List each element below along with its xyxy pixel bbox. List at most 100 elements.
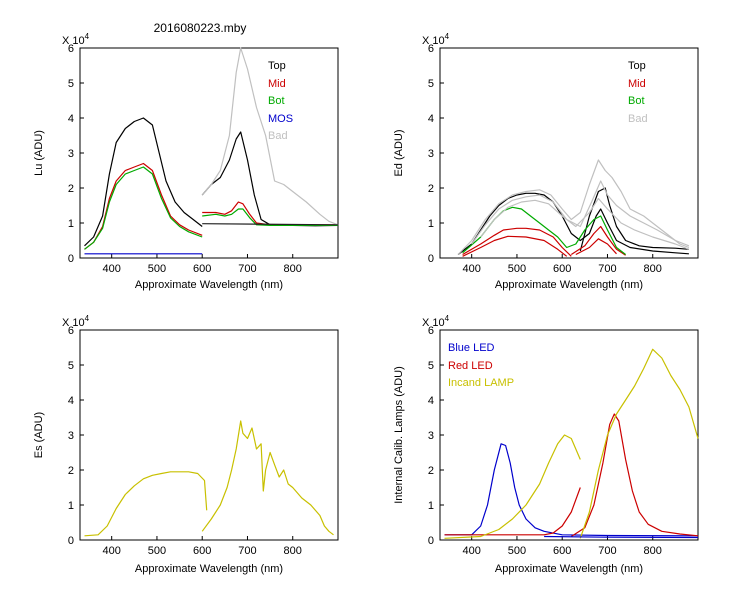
y-tick-label: 1: [68, 218, 74, 230]
y-tick-label: 6: [68, 43, 74, 55]
series-blue-led: [444, 443, 699, 537]
legend-incand-lamp: Incand LAMP: [448, 377, 514, 389]
series-mid: [202, 201, 338, 226]
y-tick-label: 4: [428, 113, 434, 125]
x-tick-label: 700: [238, 545, 256, 557]
y-tick-label: 5: [428, 360, 434, 372]
x-tick-label: 700: [598, 263, 616, 275]
series-es: [201, 420, 334, 536]
series-bot: [462, 206, 626, 255]
y-tick-label: 4: [68, 395, 74, 407]
x-tick-label: 500: [508, 545, 526, 557]
series-incand-lamp: [444, 434, 581, 539]
series-bad: [457, 159, 690, 255]
y-tick-label: 6: [428, 325, 434, 337]
y-tick-label: 2: [428, 465, 434, 477]
legend-mid: Mid: [628, 78, 646, 90]
x-tick-label: 500: [148, 545, 166, 557]
panel-lamps: X 104 400 500 600 700 800 0 1 2 3 4 5 6 Approximate…: [393, 314, 699, 575]
legend-red-led: Red LED: [448, 360, 493, 372]
ylabel-es: Es (ADU): [33, 412, 45, 458]
series-red-led: [444, 487, 581, 536]
x-tick-label: 800: [284, 545, 302, 557]
x-tick-label: 600: [193, 545, 211, 557]
series-bad: [480, 197, 690, 250]
y-tick-label: 0: [428, 535, 434, 547]
y-tick-label: 5: [428, 78, 434, 90]
x-tick-label: 400: [463, 263, 481, 275]
x-tick-label: 600: [553, 545, 571, 557]
plot-frame-lu: [79, 47, 339, 259]
series-bot: [84, 166, 203, 250]
series-bot: [202, 208, 338, 226]
y-tick-label: 3: [68, 148, 74, 160]
series-bad: [201, 47, 339, 226]
ylabel-lu: Lu (ADU): [33, 130, 45, 176]
y-tick-label: 1: [428, 218, 434, 230]
panel-ed: X 104 400 500 600 700 800 0 1 2 3 4 5 6 Approximate…: [393, 32, 699, 291]
y-tick-label: 2: [68, 465, 74, 477]
series-blue-led: [544, 535, 699, 539]
y-tick-label: 0: [68, 253, 74, 265]
panel-lu: X 104 400 500 600 700 800 0 1 2 3 4 5 6 Approximate…: [33, 32, 339, 291]
legend-mid: Mid: [268, 78, 286, 90]
series-bad: [471, 180, 690, 247]
x-tick-label: 700: [238, 263, 256, 275]
xlabel-lamps: Approximate Wavelength (nm): [495, 563, 643, 575]
series-mid: [84, 162, 203, 250]
legend-blue-led: Blue LED: [448, 342, 495, 354]
x-tick-label: 800: [284, 263, 302, 275]
legend-bot: Bot: [628, 95, 645, 107]
xlabel-es: Approximate Wavelength (nm): [135, 563, 283, 575]
x-tick-label: 700: [598, 545, 616, 557]
xlabel-ed: Approximate Wavelength (nm): [495, 279, 643, 291]
x-tick-label: 400: [463, 545, 481, 557]
y-tick-label: 6: [428, 43, 434, 55]
series-top: [84, 117, 203, 247]
series-mid: [462, 227, 572, 257]
y-tick-label: 2: [428, 183, 434, 195]
scale-label-lamps: X 104: [422, 314, 450, 329]
x-tick-label: 500: [508, 263, 526, 275]
ylabel-ed: Ed (ADU): [393, 129, 405, 176]
y-tick-label: 5: [68, 78, 74, 90]
legend-top: Top: [628, 60, 646, 72]
x-tick-label: 800: [644, 545, 662, 557]
series-top: [579, 187, 689, 252]
xlabel-lu: Approximate Wavelength (nm): [135, 279, 283, 291]
y-tick-label: 5: [68, 360, 74, 372]
x-tick-label: 800: [644, 263, 662, 275]
y-tick-label: 0: [428, 253, 434, 265]
x-tick-label: 400: [103, 545, 121, 557]
panel-es: X 104 400 500 600 700 800 0 1 2 3 4 5 6 Approximate…: [33, 314, 339, 575]
plot-frame-es: [79, 329, 339, 541]
legend-bad: Bad: [628, 113, 648, 125]
series-red-led: [570, 413, 699, 538]
y-tick-label: 6: [68, 325, 74, 337]
series-mid: [462, 235, 568, 257]
legend-mos: MOS: [268, 113, 293, 125]
y-tick-label: 3: [428, 430, 434, 442]
legend-bad: Bad: [268, 130, 288, 142]
scale-label-lu: X 104: [62, 32, 90, 47]
legend-bot: Bot: [268, 95, 285, 107]
y-tick-label: 4: [428, 395, 434, 407]
y-tick-label: 1: [68, 500, 74, 512]
y-tick-label: 3: [68, 430, 74, 442]
series-incand-lamp: [579, 348, 699, 539]
series-mid: [575, 238, 617, 256]
ylabel-lamps: Internal Calib. Lamps (ADU): [393, 366, 405, 504]
plot-frame-ed: [439, 47, 699, 259]
series-bot: [202, 223, 339, 226]
series-es: [84, 471, 208, 537]
series-mid: [570, 225, 626, 256]
scale-label-ed: X 104: [422, 32, 450, 47]
legend-top: Top: [268, 60, 286, 72]
x-tick-label: 500: [148, 263, 166, 275]
y-tick-label: 1: [428, 500, 434, 512]
y-tick-label: 2: [68, 183, 74, 195]
y-tick-label: 4: [68, 113, 74, 125]
figure-title: 2016080223.mby: [154, 21, 247, 35]
y-tick-label: 0: [68, 535, 74, 547]
scale-label-es: X 104: [62, 314, 90, 329]
